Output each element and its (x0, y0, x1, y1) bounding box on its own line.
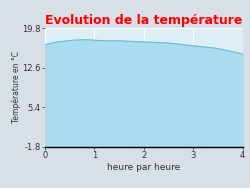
X-axis label: heure par heure: heure par heure (107, 163, 180, 172)
Y-axis label: Température en °C: Température en °C (12, 52, 21, 123)
Title: Evolution de la température: Evolution de la température (45, 14, 242, 27)
